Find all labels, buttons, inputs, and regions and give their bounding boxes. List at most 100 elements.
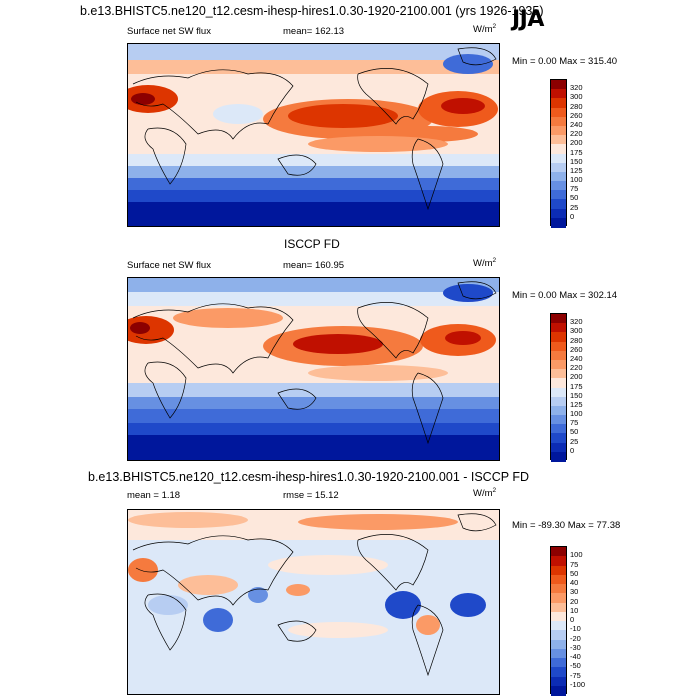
panel2-units: W/m2 xyxy=(473,256,497,269)
colorbar-swatch xyxy=(551,314,566,324)
colorbar-swatch xyxy=(551,208,566,219)
colorbar-swatch xyxy=(551,144,566,154)
colorbar-swatch xyxy=(551,332,566,343)
colorbar-tick-label: 0 xyxy=(570,211,575,221)
colorbar-swatch xyxy=(551,323,566,333)
colorbar-swatch xyxy=(551,135,566,145)
colorbar-tick-label: 175 xyxy=(570,147,583,157)
colorbar-tick-label: 125 xyxy=(570,165,583,175)
colorbar-tick-label: 260 xyxy=(570,110,583,120)
colorbar-tick-label: 50 xyxy=(570,568,579,578)
colorbar-tick-label: 125 xyxy=(570,399,583,409)
panel1-map xyxy=(127,43,500,227)
colorbar-tick-label: 220 xyxy=(570,129,583,139)
colorbar-tick-label: 30 xyxy=(570,587,579,597)
colorbar-swatch xyxy=(551,89,566,99)
colorbar-swatch xyxy=(551,415,566,425)
world-map-icon xyxy=(128,44,499,226)
colorbar-tick-label: 280 xyxy=(570,335,583,345)
colorbar-tick-label: 25 xyxy=(570,436,579,446)
colorbar-swatch xyxy=(551,442,566,453)
colorbar-tick-label: 220 xyxy=(570,363,583,373)
panel1-field-label: Surface net SW flux xyxy=(127,26,211,37)
colorbar-tick-label: 100 xyxy=(570,550,583,560)
colorbar-swatch xyxy=(551,424,566,434)
colorbar-tick-label: 40 xyxy=(570,578,579,587)
panel1-colorbar: 320 300 280 260 240 220 200 175 150 125 100 75 50 25 0 xyxy=(550,79,610,228)
colorbar-swatch xyxy=(551,378,566,388)
colorbar-tick-label: 200 xyxy=(570,138,583,148)
panel2-map xyxy=(127,277,500,461)
colorbar-swatch xyxy=(551,171,566,182)
panel3-units: W/m2 xyxy=(473,486,497,499)
colorbar-tick-label: 175 xyxy=(570,381,583,391)
colorbar-tick-label: 50 xyxy=(570,427,579,437)
panel3-heading: b.e13.BHISTC5.ne120_t12.cesm-ihesp-hires… xyxy=(88,470,529,484)
colorbar-tick-label: -30 xyxy=(570,642,581,652)
colorbar-swatch xyxy=(551,667,566,677)
colorbar-swatch xyxy=(551,199,566,210)
colorbar-swatch xyxy=(551,630,566,640)
colorbar-tick-label: -75 xyxy=(570,670,581,680)
panel3-colorbar: 100 75 50 40 30 20 10 0 -10 -20 -30 -40 -50 -75 -100 xyxy=(550,546,610,696)
panel3-colorbar-strip xyxy=(550,546,567,696)
panel2-colorbar: 320 300 280 260 240 220 200 175 150 125 100 75 50 25 0 xyxy=(550,313,610,462)
world-map-icon xyxy=(128,278,499,460)
colorbar-swatch xyxy=(551,565,566,576)
colorbar-swatch xyxy=(551,451,566,462)
colorbar-tick-label: 100 xyxy=(570,175,583,185)
colorbar-swatch xyxy=(551,433,566,444)
colorbar-swatch xyxy=(551,639,566,650)
panel2-mean-label: mean= 160.95 xyxy=(283,260,345,271)
colorbar-swatch xyxy=(551,369,566,379)
colorbar-tick-label: 20 xyxy=(570,596,579,606)
colorbar-swatch xyxy=(551,80,566,90)
colorbar-tick-label: 300 xyxy=(570,326,583,336)
colorbar-swatch xyxy=(551,153,566,164)
colorbar-tick-label: 100 xyxy=(570,409,583,419)
colorbar-tick-label: 10 xyxy=(570,605,579,615)
colorbar-swatch xyxy=(551,190,566,200)
colorbar-swatch xyxy=(551,162,566,173)
colorbar-tick-label: 200 xyxy=(570,372,583,382)
colorbar-swatch xyxy=(551,621,566,631)
world-map-icon xyxy=(128,510,499,694)
colorbar-tick-label: 50 xyxy=(570,193,579,203)
colorbar-swatch xyxy=(551,574,566,585)
panel2-heading: ISCCP FD xyxy=(284,237,340,251)
colorbar-tick-label: 150 xyxy=(570,390,583,400)
colorbar-tick-label: -40 xyxy=(570,652,581,661)
panel3-map xyxy=(127,509,500,695)
panel1-units: W/m2 xyxy=(473,22,497,35)
colorbar-swatch xyxy=(551,396,566,407)
colorbar-tick-label: 300 xyxy=(570,92,583,102)
colorbar-tick-label: 75 xyxy=(570,559,579,569)
colorbar-tick-label: 75 xyxy=(570,184,579,194)
colorbar-tick-label: 280 xyxy=(570,101,583,111)
colorbar-swatch xyxy=(551,341,566,352)
colorbar-tick-label: 25 xyxy=(570,202,579,212)
colorbar-tick-label: 240 xyxy=(570,119,583,129)
season-label: JJA xyxy=(512,7,544,32)
colorbar-tick-label: 0 xyxy=(570,615,575,624)
colorbar-tick-label: -100 xyxy=(570,679,586,689)
panel3-mean-label: mean = 1.18 xyxy=(127,490,181,501)
colorbar-swatch xyxy=(551,405,566,416)
colorbar-swatch xyxy=(551,359,566,370)
panel3-minmax: Min = -89.30 Max = 77.38 xyxy=(512,520,621,531)
colorbar-tick-label: 260 xyxy=(570,344,583,354)
colorbar-swatch xyxy=(551,387,566,398)
colorbar-swatch xyxy=(551,602,566,613)
colorbar-swatch xyxy=(551,648,566,659)
colorbar-tick-label: 320 xyxy=(570,83,583,93)
colorbar-swatch xyxy=(551,107,566,118)
colorbar-swatch xyxy=(551,116,566,127)
panel2-minmax: Min = 0.00 Max = 302.14 xyxy=(512,290,618,301)
panel2-field-label: Surface net SW flux xyxy=(127,260,211,271)
colorbar-tick-label: 150 xyxy=(570,156,583,166)
colorbar-swatch xyxy=(551,611,566,622)
colorbar-swatch xyxy=(551,125,566,136)
colorbar-swatch xyxy=(551,593,566,603)
panel1-colorbar-strip xyxy=(550,79,567,228)
colorbar-swatch xyxy=(551,685,566,696)
